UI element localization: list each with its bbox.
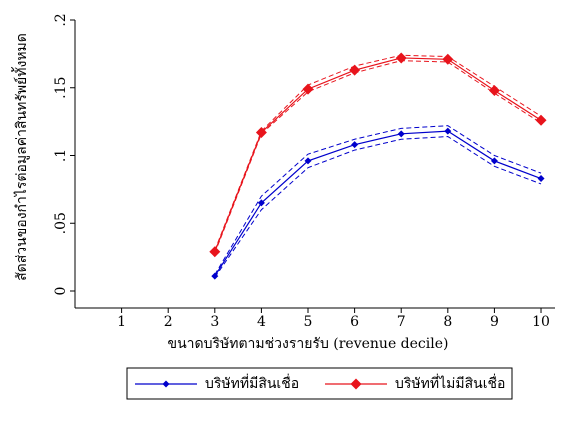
point (442, 53, 454, 65)
x-tick-label: 4 (257, 314, 266, 330)
point (304, 157, 312, 165)
x-tick-label: 8 (443, 314, 452, 330)
confidence-band (214, 60, 542, 254)
y-axis-label: สัดส่วนของกำไรต่อมูลค่าสินทรัพย์ทั้งหมด (11, 33, 30, 281)
y-tick-label: .1 (53, 149, 69, 162)
y-tick-label: .2 (53, 13, 69, 26)
point (535, 114, 547, 126)
point (537, 175, 545, 183)
series-line (214, 57, 542, 252)
y-tick-label: .05 (53, 212, 69, 234)
point (444, 127, 452, 135)
point (397, 130, 405, 138)
point (395, 52, 407, 64)
point (302, 83, 314, 95)
y-tick-label: .15 (53, 77, 69, 99)
series-line (214, 130, 542, 277)
point (209, 246, 221, 258)
x-tick-label: 5 (304, 314, 313, 330)
x-tick-label: 3 (210, 314, 219, 330)
point (255, 126, 267, 138)
x-axis-label: ขนาดบริษัทตามช่วงรายรับ (revenue decile) (168, 336, 449, 352)
legend-label: บริษัทที่ไม่มีสินเชื่อ (395, 374, 505, 392)
x-tick-label: 1 (117, 314, 126, 330)
point (257, 199, 265, 207)
point (349, 64, 361, 76)
x-tick-label: 10 (532, 314, 550, 330)
legend-box (126, 367, 513, 400)
point (211, 272, 219, 280)
legend-label: บริษัทที่มีสินเชื่อ (205, 374, 299, 392)
point (351, 141, 359, 149)
point (488, 84, 500, 96)
x-tick-label: 9 (490, 314, 499, 330)
x-tick-label: 6 (350, 314, 359, 330)
x-tick-label: 2 (164, 314, 173, 330)
x-tick-label: 7 (397, 314, 406, 330)
confidence-band (214, 136, 542, 278)
y-tick-label: 0 (53, 287, 69, 296)
point (490, 157, 498, 165)
legend-marker (350, 378, 362, 390)
legend-marker (162, 380, 170, 388)
confidence-band (214, 54, 542, 251)
confidence-band (214, 125, 542, 275)
